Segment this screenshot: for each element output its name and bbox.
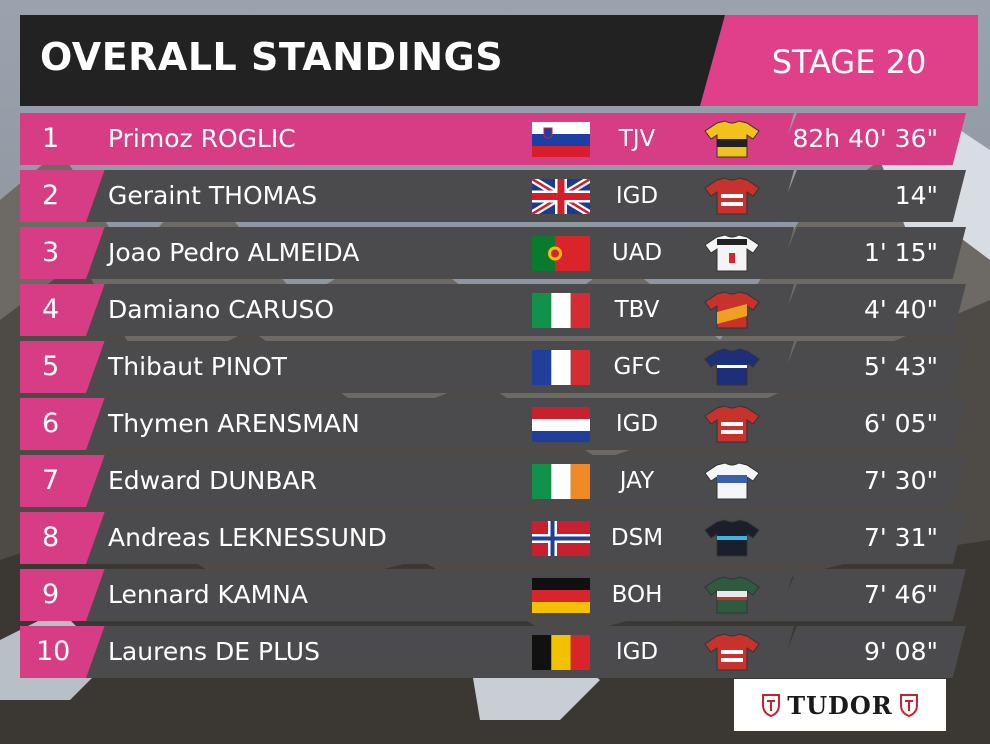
time-gap: 14" — [894, 181, 938, 210]
rider-name: Joao Pedro ALMEIDA — [108, 238, 360, 267]
standings-row: 1 Primoz ROGLIC TJV 82h 40' 36" — [20, 113, 970, 165]
ineos-jersey — [704, 633, 760, 671]
belgium-flag — [532, 635, 590, 670]
team-code: GFC — [613, 354, 661, 380]
italy-flag — [532, 293, 590, 328]
stage-label: STAGE 20 — [771, 43, 927, 81]
time-gap: 7' 46" — [863, 580, 938, 609]
name-bar — [86, 512, 706, 564]
standings-row: 3 Joao Pedro ALMEIDA UAD 1' 15" — [20, 227, 970, 279]
name-bar — [86, 284, 706, 336]
standings-row: 6 Thymen ARENSMAN IGD 6' 05" — [20, 398, 970, 450]
bora-jersey — [704, 576, 760, 614]
standings-row: 4 Damiano CARUSO TBV 4' 40" — [20, 284, 970, 336]
time-bar — [776, 341, 966, 393]
rider-name: Primoz ROGLIC — [108, 124, 296, 153]
time-bar — [776, 398, 966, 450]
ineos-jersey — [704, 405, 760, 443]
france-flag — [532, 350, 590, 385]
bahrain-jersey — [704, 291, 760, 329]
norway-flag — [532, 521, 590, 556]
team-code: JAY — [619, 468, 655, 494]
time-gap: 7' 30" — [863, 466, 938, 495]
team-code: UAD — [611, 240, 663, 266]
rider-name: Thymen ARENSMAN — [108, 409, 360, 438]
time-bar — [776, 626, 966, 678]
shield-icon — [762, 694, 781, 717]
shield-icon — [899, 694, 918, 717]
name-bar — [86, 341, 706, 393]
rider-name: Laurens DE PLUS — [108, 637, 320, 666]
time-gap: 4' 40" — [863, 295, 938, 324]
name-bar — [86, 113, 706, 165]
time-bar — [776, 512, 966, 564]
name-bar — [86, 227, 706, 279]
page-title: OVERALL STANDINGS — [40, 35, 504, 79]
ireland-flag — [532, 464, 590, 499]
time-gap: 1' 15" — [863, 238, 938, 267]
standings-row: 5 Thibaut PINOT GFC 5' 43" — [20, 341, 970, 393]
rank-number: 1 — [20, 113, 110, 165]
rider-name: Edward DUNBAR — [108, 466, 317, 495]
sponsor-name: TUDOR — [787, 690, 893, 720]
name-bar — [86, 170, 706, 222]
standings-row: 9 Lennard KAMNA BOH 7' 46" — [20, 569, 970, 621]
rider-name: Geraint THOMAS — [108, 181, 318, 210]
slovenia-flag — [532, 122, 590, 157]
time-bar — [776, 569, 966, 621]
time-bar — [776, 227, 966, 279]
sponsor-logo: TUDOR — [734, 679, 946, 731]
team-code: TJV — [618, 126, 656, 152]
time-gap: 6' 05" — [863, 409, 938, 438]
time-bar — [776, 455, 966, 507]
rider-name: Lennard KAMNA — [108, 580, 308, 609]
portugal-flag — [532, 236, 590, 271]
team-code: IGD — [615, 639, 659, 665]
team-code: IGD — [615, 411, 659, 437]
rider-name: Damiano CARUSO — [108, 295, 335, 324]
name-bar — [86, 455, 706, 507]
rank-number: 2 — [20, 170, 110, 222]
time-bar — [776, 284, 966, 336]
rider-name: Andreas LEKNESSUND — [108, 523, 387, 552]
time-gap: 9' 08" — [863, 637, 938, 666]
standings-row: 7 Edward DUNBAR JAY 7' 30" — [20, 455, 970, 507]
time-bar — [776, 170, 966, 222]
name-bar — [86, 569, 706, 621]
jumbo-visma-jersey — [704, 120, 760, 158]
team-code: IGD — [615, 183, 659, 209]
groupama-jersey — [704, 348, 760, 386]
name-bar — [86, 398, 706, 450]
standings-row: 2 Geraint THOMAS IGD 14" — [20, 170, 970, 222]
team-code: BOH — [611, 582, 663, 608]
team-code: TBV — [614, 297, 660, 323]
stage-badge: STAGE 20 — [700, 15, 978, 106]
time-gap: 7' 31" — [863, 523, 938, 552]
standings-row: 10 Laurens DE PLUS IGD 9' 08" — [20, 626, 970, 678]
uae-jersey — [704, 234, 760, 272]
germany-flag — [532, 578, 590, 613]
standings-row: 8 Andreas LEKNESSUND DSM 7' 31" — [20, 512, 970, 564]
jayco-jersey — [704, 462, 760, 500]
standings-table: 1 Primoz ROGLIC TJV 82h 40' 36" 2 Gerain… — [20, 113, 970, 683]
name-bar — [86, 626, 706, 678]
rank-number: 7 — [20, 455, 110, 507]
title-bar: OVERALL STANDINGS — [20, 15, 725, 106]
time-bar — [776, 113, 966, 165]
time-gap: 82h 40' 36" — [792, 124, 938, 153]
time-gap: 5' 43" — [863, 352, 938, 381]
team-code: DSM — [610, 525, 664, 551]
dsm-jersey — [704, 519, 760, 557]
rider-name: Thibaut PINOT — [108, 352, 287, 381]
netherlands-flag — [532, 407, 590, 442]
ineos-jersey — [704, 177, 760, 215]
uk-flag — [532, 179, 590, 214]
